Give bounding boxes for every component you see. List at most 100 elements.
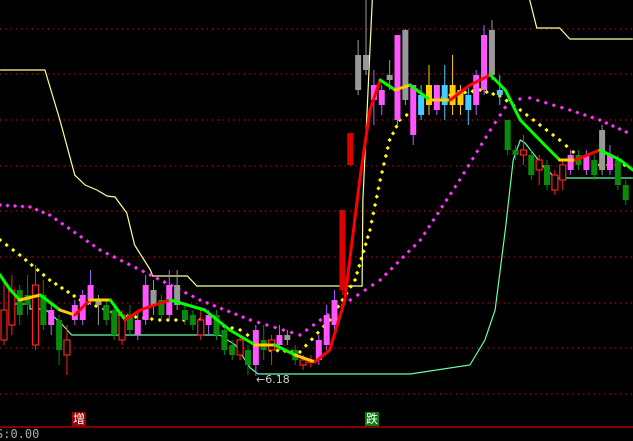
- magenta-dot: [575, 110, 580, 115]
- moving-average-segment: [0, 273, 12, 292]
- candle-body: [465, 95, 472, 110]
- candle-body: [284, 335, 291, 340]
- magenta-dot: [355, 292, 360, 298]
- yellow-dot: [518, 107, 523, 113]
- low-price-annotation: ←6.18: [256, 373, 290, 386]
- candle-body: [583, 155, 590, 170]
- moving-average-segment: [488, 73, 507, 92]
- yellow-dot: [275, 348, 280, 353]
- moving-average-segment: [313, 348, 332, 364]
- candle-body: [16, 290, 23, 315]
- magenta-dot: [79, 234, 84, 239]
- yellow-dot: [372, 202, 378, 208]
- yellow-dot: [390, 131, 396, 136]
- upper-band-line: [529, 0, 633, 40]
- candle-body: [63, 339, 71, 356]
- magenta-dot: [119, 258, 124, 263]
- magenta-dot: [503, 105, 508, 110]
- magenta-dot: [91, 243, 96, 248]
- candle-body: [519, 149, 528, 156]
- candle-body: [551, 174, 559, 191]
- magenta-dot: [590, 115, 595, 120]
- yellow-dot: [357, 263, 362, 268]
- candle-body: [355, 55, 362, 90]
- yellow-dot: [348, 284, 353, 289]
- yellow-dot: [355, 270, 360, 275]
- magenta-dot: [66, 226, 71, 231]
- candle-body: [449, 85, 456, 105]
- yellow-dot: [371, 211, 376, 216]
- candle-body: [418, 95, 425, 115]
- moving-average-segment: [448, 83, 472, 102]
- yellow-dot: [404, 112, 409, 118]
- magenta-dot: [426, 224, 432, 229]
- candle-body: [87, 285, 94, 300]
- magenta-dot: [551, 103, 556, 108]
- magenta-dot: [12, 203, 18, 209]
- yellow-dot: [11, 247, 16, 253]
- yellow-dot: [245, 332, 250, 338]
- candle-body: [488, 30, 495, 75]
- magenta-dot: [289, 330, 294, 335]
- candle-body: [0, 309, 8, 341]
- candle-body: [559, 164, 567, 181]
- candle-body: [457, 90, 464, 105]
- candle-body: [323, 315, 330, 345]
- yellow-dot: [149, 316, 154, 322]
- rise-signal-marker: 增: [72, 412, 86, 426]
- candle-body: [614, 160, 621, 185]
- magenta-dot: [412, 243, 417, 248]
- magenta-dot: [233, 312, 239, 317]
- yellow-dot: [381, 161, 387, 167]
- yellow-dot: [379, 169, 385, 175]
- magenta-dot: [126, 262, 131, 267]
- yellow-dot: [361, 249, 366, 254]
- candle-body: [111, 310, 118, 335]
- yellow-dot: [23, 257, 28, 263]
- magenta-dot: [488, 127, 493, 133]
- magenta-dot: [440, 204, 445, 209]
- yellow-dot: [59, 285, 65, 291]
- candle-body: [410, 85, 417, 135]
- candle-body: [244, 350, 251, 365]
- magenta-dot: [470, 156, 475, 161]
- candle-body: [496, 90, 503, 95]
- candle-body: [481, 35, 488, 90]
- magenta-dot: [212, 303, 217, 308]
- moving-average-segment: [368, 78, 382, 112]
- candle-body: [347, 133, 354, 165]
- moving-average-segment: [358, 108, 372, 182]
- magenta-dot: [624, 129, 629, 135]
- magenta-dot: [604, 120, 609, 126]
- candle-body: [126, 315, 133, 330]
- candle-body: [174, 285, 181, 305]
- magenta-dot: [567, 107, 572, 113]
- yellow-dot: [564, 143, 569, 149]
- yellow-dot: [531, 117, 536, 123]
- candle-body: [386, 75, 393, 80]
- yellow-dot: [484, 89, 489, 95]
- yellow-dot: [537, 122, 543, 128]
- candle-body: [535, 159, 543, 171]
- magenta-dot: [378, 277, 383, 283]
- candle-body: [473, 75, 480, 105]
- magenta-dot: [281, 327, 286, 333]
- yellow-dot: [41, 272, 46, 278]
- yellow-dot: [504, 98, 509, 103]
- yellow-dot: [303, 343, 309, 348]
- yellow-dot: [383, 153, 388, 159]
- yellow-dot: [394, 124, 399, 129]
- candle-body: [197, 319, 205, 336]
- candle-body: [40, 295, 47, 325]
- yellow-dot: [365, 235, 370, 240]
- candle-body: [134, 320, 141, 335]
- candle-body: [205, 315, 212, 325]
- yellow-dot: [4, 242, 9, 248]
- magenta-dot: [248, 317, 253, 323]
- candle-body: [425, 85, 432, 105]
- candle-body: [567, 155, 574, 170]
- candle-body: [236, 339, 244, 356]
- candle-body: [378, 90, 385, 105]
- magenta-dot: [264, 322, 269, 328]
- candle-body: [189, 315, 196, 325]
